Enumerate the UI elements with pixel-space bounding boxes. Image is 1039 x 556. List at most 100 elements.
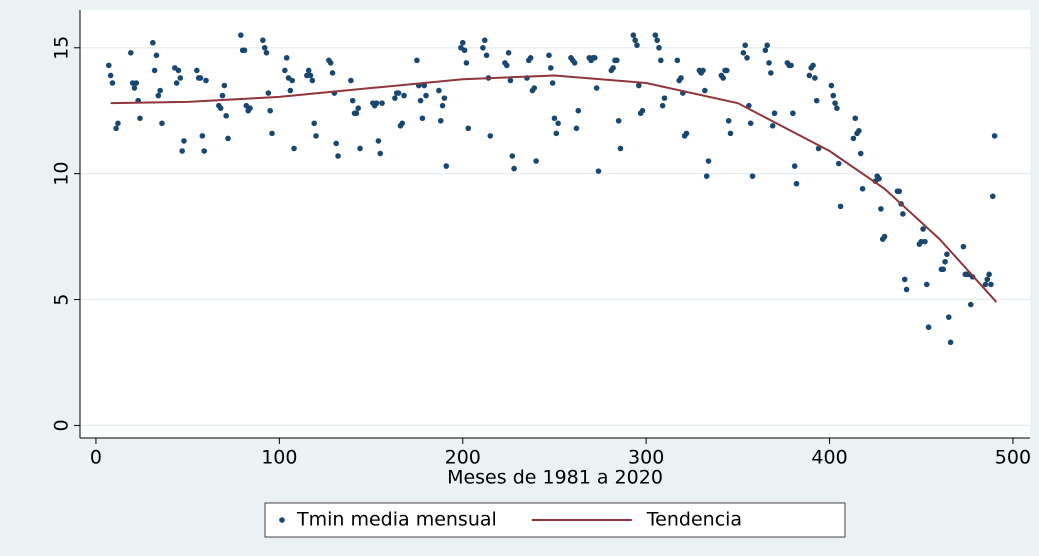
data-point (830, 92, 837, 99)
data-point (744, 55, 750, 61)
data-point (511, 165, 517, 172)
data-point (197, 75, 204, 81)
data-point (465, 125, 472, 132)
data-point (527, 55, 534, 61)
data-point (333, 140, 340, 147)
data-point (835, 160, 842, 167)
data-point (947, 339, 954, 346)
data-point (634, 42, 640, 49)
data-point (705, 158, 712, 164)
data-point (307, 72, 314, 79)
data-point (480, 44, 486, 51)
data-point (487, 133, 494, 139)
data-point (988, 281, 994, 288)
data-point (639, 107, 646, 114)
data-point (265, 90, 272, 96)
data-point (967, 301, 974, 308)
data-point (329, 70, 336, 76)
data-point (575, 107, 582, 114)
data-point (199, 133, 206, 139)
data-point (217, 105, 224, 111)
data-point (678, 75, 684, 81)
data-point (283, 55, 290, 61)
data-point (159, 120, 165, 127)
data-point (115, 120, 121, 127)
data-point (547, 65, 554, 71)
data-point (790, 110, 796, 117)
data-point (401, 92, 407, 99)
data-point (632, 37, 638, 44)
data-point (289, 77, 295, 84)
data-point (920, 226, 926, 232)
data-point (674, 57, 681, 64)
data-point (806, 72, 813, 79)
data-point (549, 80, 556, 86)
data-point (131, 85, 138, 91)
data-point (747, 120, 754, 127)
data-point (503, 62, 510, 69)
data-point (837, 203, 844, 210)
data-point (766, 60, 772, 66)
data-point (859, 185, 866, 192)
data-point (791, 163, 798, 169)
x-axis-title: Meses de 1981 a 2020 (447, 467, 663, 489)
data-point (850, 135, 857, 142)
data-point (812, 75, 818, 81)
data-point (982, 281, 989, 288)
data-point (441, 95, 448, 101)
data-point (269, 130, 275, 137)
legend-marker (279, 517, 285, 523)
data-point (260, 37, 266, 44)
data-point (291, 145, 297, 152)
data-point (903, 286, 910, 293)
data-point (856, 128, 862, 134)
data-point (305, 67, 312, 74)
data-point (533, 158, 539, 164)
trend-line (110, 74, 998, 303)
data-point (925, 324, 932, 331)
data-point (107, 72, 114, 79)
data-point (617, 145, 624, 152)
data-point (133, 80, 140, 86)
data-point (944, 251, 950, 258)
data-point (181, 138, 187, 144)
data-point (443, 163, 450, 169)
data-point (287, 87, 294, 94)
data-point (725, 117, 732, 124)
data-point (153, 52, 160, 59)
data-point (349, 97, 356, 104)
data-point (683, 130, 690, 137)
data-point (375, 138, 382, 144)
data-point (437, 117, 444, 124)
data-point (221, 82, 228, 89)
data-point (900, 211, 906, 217)
data-point (769, 123, 776, 129)
data-point (459, 39, 466, 46)
data-point (392, 95, 398, 101)
data-point (419, 115, 426, 122)
data-point (989, 193, 996, 200)
data-point (551, 115, 558, 122)
data-point (157, 87, 163, 94)
data-point (832, 100, 838, 106)
x-tick-label: 0 (90, 447, 102, 469)
data-point (555, 120, 561, 127)
data-point (945, 314, 952, 320)
data-point (105, 62, 112, 69)
data-point (630, 32, 637, 38)
data-point (771, 110, 778, 117)
data-point (810, 62, 816, 69)
legend-label: Tmin media mensual (296, 509, 497, 531)
data-point (109, 80, 116, 86)
data-point (659, 102, 666, 109)
x-tick-label: 400 (811, 447, 847, 469)
y-tick-label: 5 (51, 293, 73, 305)
data-point (654, 37, 660, 44)
data-point (505, 50, 512, 56)
data-point (661, 95, 668, 101)
data-point (357, 145, 363, 152)
data-point (828, 82, 835, 89)
data-point (896, 188, 903, 195)
